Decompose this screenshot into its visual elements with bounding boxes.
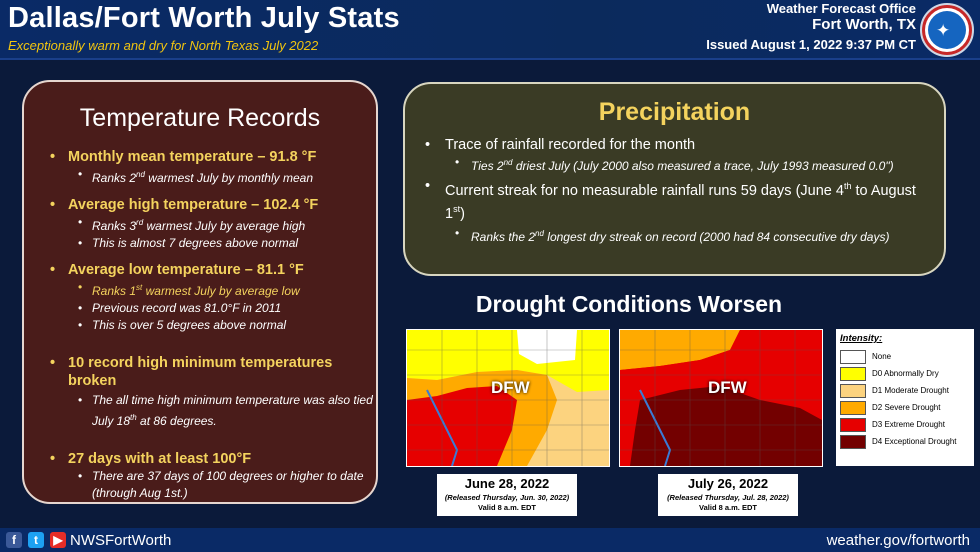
social-handle[interactable]: NWSFortWorth <box>70 532 172 549</box>
page-title: Dallas/Fort Worth July Stats <box>8 2 400 34</box>
map-june-valid: Valid 8 a.m. EDT <box>478 503 536 512</box>
precip-trace-item: Trace of rainfall recorded for the month <box>421 136 933 154</box>
website-link[interactable]: weather.gov/fortworth <box>826 532 970 549</box>
office-name: Weather Forecast Office <box>766 1 916 16</box>
high-temp-sub-normal: This is almost 7 degrees above normal <box>50 235 376 252</box>
page-subtitle: Exceptionally warm and dry for North Tex… <box>8 38 319 53</box>
header-bar: Dallas/Fort Worth July Stats Exceptional… <box>0 0 980 60</box>
drought-map-july: DFW <box>619 329 823 467</box>
high-temp-item: Average high temperature – 102.4 °F <box>50 196 376 214</box>
record-min-item: 10 record high minimum temperatures brok… <box>50 354 376 390</box>
precip-trace-sub: Ties 2nd driest July (July 2000 also mea… <box>421 154 933 175</box>
map-july-released: (Released Thursday, Jul. 28, 2022) <box>667 493 789 502</box>
temperature-heading: Temperature Records <box>79 104 321 132</box>
low-temp-sub-rank: Ranks 1st warmest July by average low <box>50 279 376 300</box>
map-july-date: July 26, 2022 <box>687 476 769 491</box>
noaa-nws-logo-icon: ✦ <box>920 3 974 57</box>
high-temp-sub-rank: Ranks 3rd warmest July by average high <box>50 214 376 235</box>
precipitation-heading: Precipitation <box>598 98 751 126</box>
drought-map-june: DFW <box>406 329 610 467</box>
hundred-days-item: 27 days with at least 100°F <box>50 450 376 468</box>
mean-temp-sub: Ranks 2nd warmest July by monthly mean <box>50 166 376 187</box>
low-temp-item: Average low temperature – 81.1 °F <box>50 261 376 279</box>
legend-row-d3: D3 Extreme Drought <box>840 416 970 433</box>
legend-row-d0: D0 Abnormally Dry <box>840 365 970 382</box>
mean-temp-item: Monthly mean temperature – 91.8 °F <box>50 148 376 166</box>
issued-time: Issued August 1, 2022 9:37 PM CT <box>706 37 916 52</box>
legend-row-d4: D4 Exceptional Drought <box>840 433 970 450</box>
legend-row-none: None <box>840 348 970 365</box>
low-temp-sub-normal: This is over 5 degrees above normal <box>50 317 376 334</box>
legend-row-d1: D1 Moderate Drought <box>840 382 970 399</box>
facebook-icon[interactable]: f <box>6 532 22 548</box>
footer-bar <box>0 528 980 552</box>
legend-title: Intensity: <box>840 333 883 344</box>
map-july-dfw-label: DFW <box>708 378 747 397</box>
map-june-dfw-label: DFW <box>491 378 530 397</box>
office-info: Weather Forecast Office Fort Worth, TX I… <box>706 1 916 52</box>
drought-heading: Drought Conditions Worsen <box>475 291 783 317</box>
drought-legend: Intensity: None D0 Abnormally Dry D1 Mod… <box>836 329 974 466</box>
precipitation-panel: Precipitation Trace of rainfall recorded… <box>403 82 946 276</box>
twitter-icon[interactable]: t <box>28 532 44 548</box>
precip-streak-item: Current streak for no measurable rainfal… <box>421 177 933 223</box>
record-min-sub: The all time high minimum temperature wa… <box>50 392 376 430</box>
map-june-released: (Released Thursday, Jun. 30, 2022) <box>444 493 570 502</box>
map-june-caption: June 28, 2022 (Released Thursday, Jun. 3… <box>437 474 577 516</box>
office-location: Fort Worth, TX <box>812 16 916 33</box>
temperature-records-panel: Temperature Records Monthly mean tempera… <box>22 80 378 504</box>
legend-row-d2: D2 Severe Drought <box>840 399 970 416</box>
hundred-days-sub: There are 37 days of 100 degrees or high… <box>50 468 376 502</box>
map-july-caption: July 26, 2022 (Released Thursday, Jul. 2… <box>658 474 798 516</box>
precip-streak-sub: Ranks the 2nd longest dry streak on reco… <box>421 225 933 246</box>
youtube-icon[interactable]: ▶ <box>50 532 66 548</box>
map-june-date: June 28, 2022 <box>464 476 550 491</box>
map-july-valid: Valid 8 a.m. EDT <box>699 503 757 512</box>
low-temp-sub-previous: Previous record was 81.0°F in 2011 <box>50 300 376 317</box>
